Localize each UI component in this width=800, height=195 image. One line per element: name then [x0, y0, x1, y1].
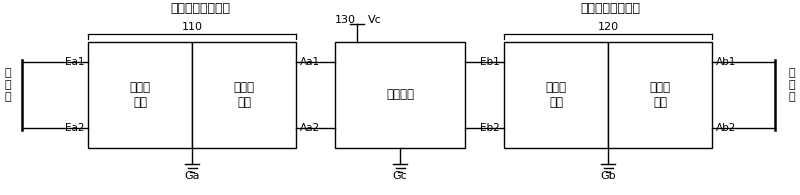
Text: Ab2: Ab2	[716, 123, 736, 133]
Text: Ga: Ga	[184, 171, 200, 181]
Text: 第二光电隔离电路: 第二光电隔离电路	[580, 2, 640, 14]
Text: 接收端
电路: 接收端 电路	[234, 81, 254, 109]
Text: 一
次
侧: 一 次 侧	[5, 68, 11, 102]
Text: 接收端
电路: 接收端 电路	[650, 81, 670, 109]
Text: Aa1: Aa1	[300, 57, 320, 67]
Bar	[192, 42, 296, 148]
Text: Vc: Vc	[368, 15, 382, 25]
Text: 中间电路: 中间电路	[386, 89, 414, 102]
Bar	[608, 42, 712, 148]
Bar	[504, 42, 608, 148]
Text: Eb2: Eb2	[480, 123, 500, 133]
Text: 发送端
电路: 发送端 电路	[546, 81, 566, 109]
Text: Eb1: Eb1	[480, 57, 500, 67]
Text: Ea2: Ea2	[65, 123, 84, 133]
Text: Ea1: Ea1	[65, 57, 84, 67]
Text: 130: 130	[334, 15, 355, 25]
Text: 发送端
电路: 发送端 电路	[130, 81, 150, 109]
Text: 110: 110	[182, 22, 202, 32]
Text: 第一光电隔离电路: 第一光电隔离电路	[170, 2, 230, 14]
Text: Aa2: Aa2	[300, 123, 320, 133]
Text: 二
次
侧: 二 次 侧	[789, 68, 795, 102]
Text: 120: 120	[598, 22, 618, 32]
Text: Gb: Gb	[600, 171, 616, 181]
Text: Gc: Gc	[393, 171, 407, 181]
Text: Ab1: Ab1	[716, 57, 736, 67]
Bar	[335, 42, 465, 148]
Bar	[88, 42, 192, 148]
